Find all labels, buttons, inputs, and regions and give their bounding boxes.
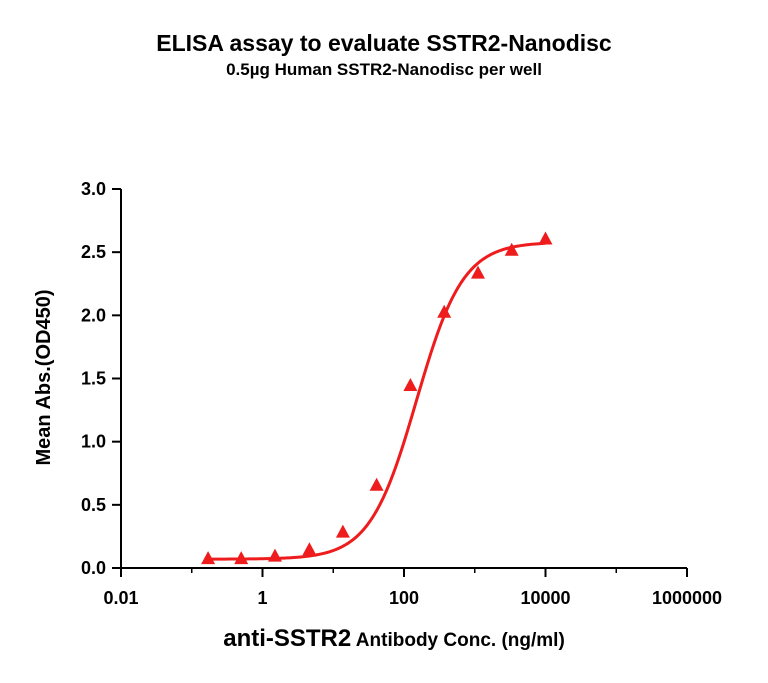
data-point <box>471 265 485 279</box>
y-tick-label: 2.5 <box>81 242 106 262</box>
x-axis-label-rest: Antibody Conc. (ng/ml) <box>351 630 565 651</box>
chart-title: ELISA assay to evaluate SSTR2-Nanodisc <box>156 30 612 56</box>
y-tick-label: 0.5 <box>81 495 106 515</box>
x-axis-label-main: anti-SSTR2 <box>223 625 351 652</box>
y-axis-ticks: 0.0 0.5 1.0 1.5 2.0 2.5 3.0 <box>81 179 121 578</box>
data-points <box>201 231 553 565</box>
fit-curve <box>208 241 546 561</box>
x-tick-label: 0.01 <box>103 588 138 608</box>
y-tick-label: 1.5 <box>81 369 106 389</box>
data-point <box>403 378 418 391</box>
x-axis-label: anti-SSTR2 Antibody Conc. (ng/ml) <box>223 625 565 652</box>
data-point <box>335 524 350 538</box>
y-tick-label: 3.0 <box>81 179 106 199</box>
y-tick-label: 0.0 <box>81 558 106 578</box>
x-tick-label: 1 <box>257 588 267 608</box>
x-axis-ticks: 0.01 1 100 10000 1000000 <box>103 568 722 608</box>
axes <box>120 189 687 569</box>
data-point <box>369 477 384 491</box>
x-tick-label: 100 <box>389 588 419 608</box>
data-point <box>437 304 452 318</box>
y-axis-label: Mean Abs.(OD450) <box>33 290 55 466</box>
y-tick-label: 1.0 <box>81 432 106 452</box>
data-point <box>302 542 317 556</box>
data-point <box>538 231 553 245</box>
x-tick-label: 10000 <box>520 588 570 608</box>
chart-subtitle: 0.5µg Human SSTR2-Nanodisc per well <box>226 60 542 79</box>
data-point <box>234 551 249 565</box>
y-tick-label: 2.0 <box>81 305 106 325</box>
x-tick-label: 1000000 <box>652 588 722 608</box>
data-point <box>268 548 282 562</box>
data-point <box>504 242 519 256</box>
data-point <box>201 551 216 565</box>
